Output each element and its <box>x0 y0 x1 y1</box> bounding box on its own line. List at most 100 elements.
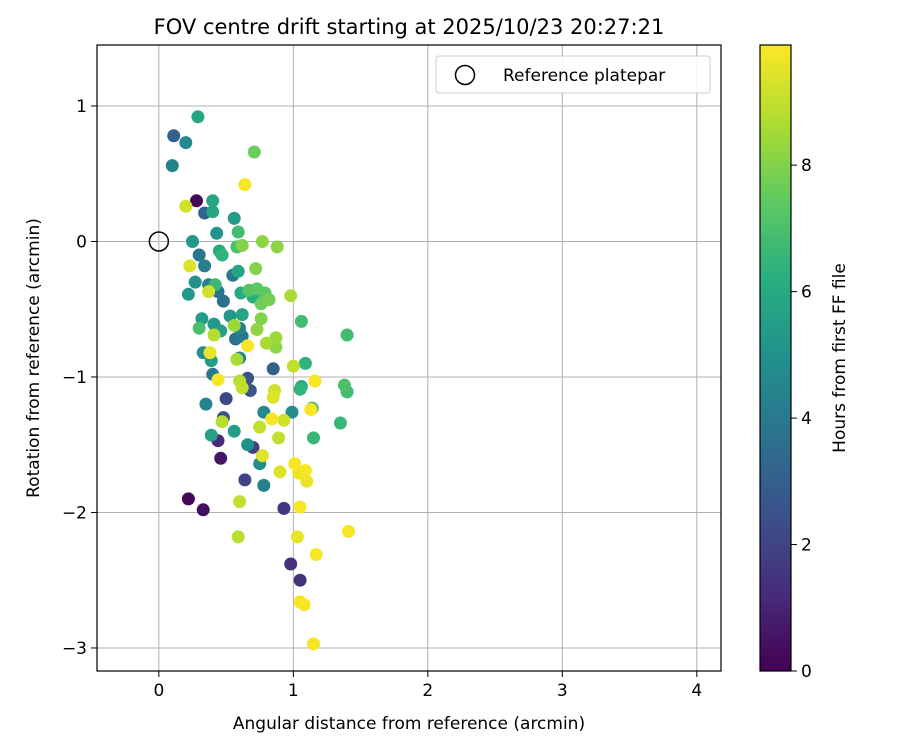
data-point <box>179 199 193 213</box>
data-point <box>241 438 255 452</box>
data-point <box>288 457 302 471</box>
data-point <box>294 314 308 328</box>
data-point <box>247 145 261 159</box>
data-point <box>273 465 287 479</box>
y-tick-label: 1 <box>76 97 87 117</box>
data-point <box>214 451 228 465</box>
data-point <box>211 373 225 387</box>
data-point <box>235 308 249 322</box>
data-point <box>167 129 181 143</box>
data-point <box>230 352 244 366</box>
data-point <box>227 319 241 332</box>
colorbar-tick-label: 6 <box>801 283 812 303</box>
data-point <box>249 262 263 276</box>
colorbar: 0 2 4 6 8 Hours from first FF file <box>759 44 850 682</box>
data-point <box>231 530 245 544</box>
data-point <box>204 428 218 442</box>
data-point <box>192 321 206 335</box>
data-point <box>255 235 269 248</box>
data-point <box>210 226 224 240</box>
y-tick-label: −2 <box>62 503 87 523</box>
data-points <box>165 110 355 651</box>
colorbar-label: Hours from first FF file <box>830 263 850 453</box>
data-point <box>233 495 247 509</box>
plot-frame <box>96 44 722 672</box>
data-point <box>215 248 229 262</box>
colorbar-tick-label: 4 <box>801 409 812 429</box>
legend: Reference platepar <box>435 55 711 94</box>
data-point <box>186 235 199 248</box>
data-point <box>300 474 314 488</box>
x-tick-label: 0 <box>153 681 164 701</box>
data-point <box>235 381 249 395</box>
data-point <box>342 524 355 538</box>
data-point <box>190 194 203 208</box>
legend-box <box>435 55 711 94</box>
y-tick-label: −1 <box>62 368 87 388</box>
data-point <box>340 328 354 342</box>
data-point <box>188 275 202 289</box>
data-point <box>298 356 312 370</box>
data-point <box>202 285 216 299</box>
data-point <box>255 449 269 463</box>
data-point <box>254 312 268 326</box>
data-point <box>298 464 312 477</box>
data-point <box>179 136 193 150</box>
data-point <box>227 211 241 225</box>
data-point <box>337 378 351 392</box>
x-tick-label: 3 <box>557 681 568 701</box>
data-point <box>203 346 217 360</box>
data-point <box>259 336 273 350</box>
data-point <box>227 424 241 438</box>
data-point <box>206 205 220 219</box>
data-point <box>266 390 280 404</box>
data-point <box>284 557 298 571</box>
data-point <box>277 413 291 427</box>
y-axis-label: Rotation from reference (arcmin) <box>24 218 44 498</box>
data-point <box>198 259 212 273</box>
data-point <box>269 331 283 345</box>
data-point <box>272 431 286 445</box>
data-point <box>309 548 323 561</box>
data-point <box>219 392 233 406</box>
data-point <box>253 420 267 434</box>
x-tick-label: 1 <box>288 681 299 701</box>
data-point <box>285 405 299 419</box>
data-point <box>206 194 220 208</box>
data-point <box>257 478 271 492</box>
data-point <box>191 110 205 124</box>
legend-reference-marker <box>454 64 476 86</box>
data-point <box>297 598 311 612</box>
y-tick-label: 0 <box>76 232 87 252</box>
data-point <box>293 573 307 587</box>
data-point <box>238 178 252 192</box>
data-point <box>262 293 276 307</box>
data-point <box>216 294 230 308</box>
colorbar-tick-label: 8 <box>801 156 812 176</box>
data-point <box>181 287 195 301</box>
x-tick-label: 2 <box>422 681 433 701</box>
x-axis-label: Angular distance from reference (arcmin) <box>233 714 585 734</box>
data-point <box>235 239 249 252</box>
data-point <box>307 431 320 445</box>
data-point <box>293 500 307 514</box>
colorbar-tick-label: 2 <box>801 536 812 556</box>
data-point <box>277 501 291 515</box>
y-axis-ticks: 1 0 −1 −2 −3 <box>62 97 97 659</box>
data-point <box>286 359 300 373</box>
data-point <box>215 415 229 429</box>
data-point <box>241 339 255 353</box>
data-point <box>307 637 320 651</box>
chart-title: FOV centre drift starting at 2025/10/23 … <box>154 15 665 39</box>
data-point <box>333 416 347 430</box>
data-point <box>284 289 298 303</box>
data-point <box>265 412 279 426</box>
data-point <box>196 503 210 517</box>
data-point <box>165 159 179 173</box>
data-point <box>290 530 304 544</box>
colorbar-ticks: 0 2 4 6 8 <box>791 156 812 682</box>
data-point <box>199 397 213 411</box>
data-point <box>250 323 264 336</box>
data-point <box>183 259 197 273</box>
